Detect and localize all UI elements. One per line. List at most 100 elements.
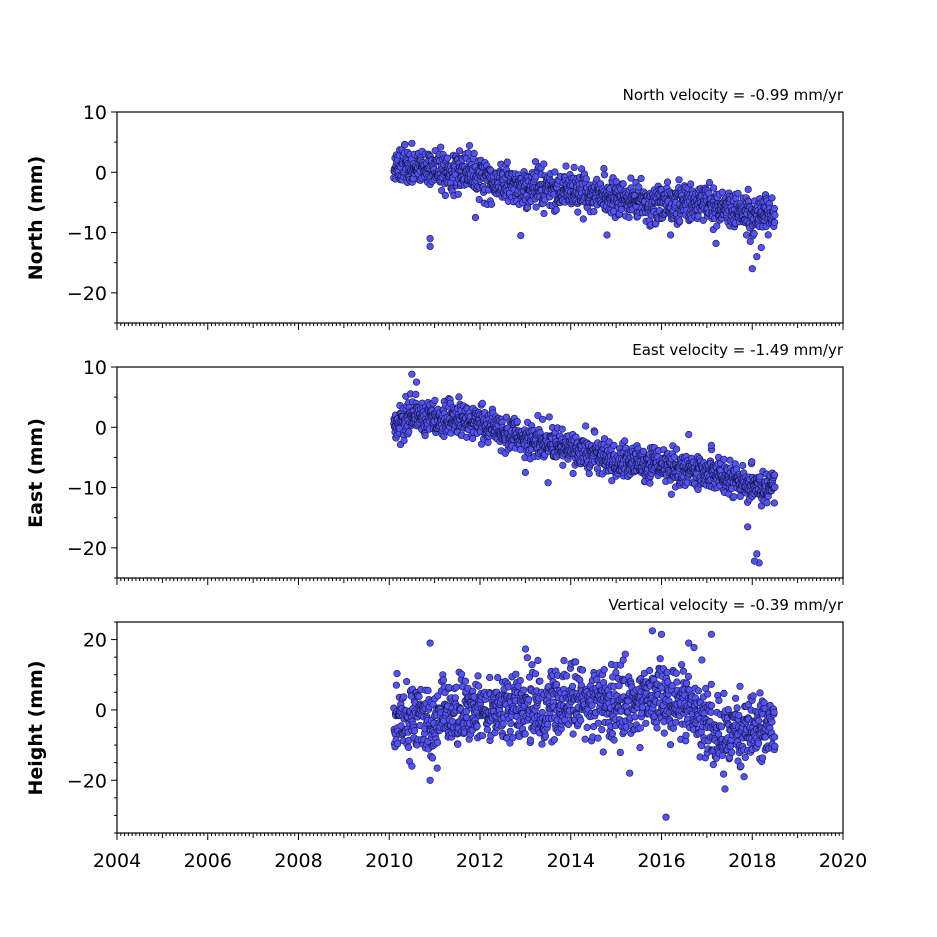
data-point <box>682 731 690 739</box>
y-tick-label: 20 <box>83 630 107 652</box>
outlier-point <box>753 253 761 261</box>
data-point <box>572 433 580 441</box>
data-point <box>707 701 716 710</box>
outlier-point <box>408 370 416 378</box>
data-point <box>670 453 678 461</box>
data-point <box>443 154 452 162</box>
outlier-point <box>408 762 416 770</box>
data-point <box>600 666 608 674</box>
data-point <box>590 208 598 216</box>
data-point <box>621 437 629 445</box>
data-point <box>470 149 478 157</box>
data-point <box>478 732 487 740</box>
data-point <box>503 158 511 166</box>
data-point <box>545 413 553 421</box>
x-tick-label: 2008 <box>274 850 322 872</box>
data-point <box>754 739 763 747</box>
y-tick-label: 10 <box>83 102 107 124</box>
data-point <box>405 428 413 436</box>
x-tick-label: 2016 <box>637 850 685 872</box>
data-point <box>404 743 413 752</box>
data-point <box>393 669 401 678</box>
height-y-axis-label: Height (mm) <box>25 660 47 795</box>
outlier-point <box>426 639 434 647</box>
data-point <box>550 736 558 744</box>
data-point <box>645 666 654 675</box>
data-point <box>412 390 420 399</box>
height-panel: Vertical velocity = -0.39 mm/yr Height (… <box>25 596 867 872</box>
data-point <box>541 732 550 740</box>
data-point <box>673 678 681 686</box>
data-point <box>438 187 446 195</box>
data-point <box>737 762 745 770</box>
vertical-velocity-annotation: Vertical velocity = -0.39 mm/yr <box>608 596 843 614</box>
outlier-point <box>685 430 693 439</box>
data-point <box>698 656 706 664</box>
data-point <box>551 168 559 176</box>
data-point <box>570 163 578 171</box>
outlier-point <box>666 231 675 239</box>
data-point <box>719 770 728 778</box>
data-point <box>694 212 702 220</box>
data-point <box>731 694 740 702</box>
data-point <box>439 676 448 684</box>
data-point <box>574 208 582 216</box>
y-tick-label: −10 <box>67 478 107 500</box>
north-velocity-annotation: North velocity = -0.99 mm/yr <box>623 86 844 104</box>
north-panel: North velocity = -0.99 mm/yr North (mm) … <box>25 86 844 330</box>
data-point <box>536 677 544 685</box>
y-tick-label: 10 <box>83 357 107 379</box>
north-y-axis-label: North (mm) <box>25 156 47 281</box>
data-point <box>713 222 721 230</box>
data-point <box>755 716 763 725</box>
data-point <box>569 730 577 738</box>
outlier-point <box>748 265 756 273</box>
data-point <box>403 677 411 686</box>
data-point <box>464 149 472 157</box>
data-point <box>521 730 529 738</box>
data-point <box>763 499 771 507</box>
y-tick-label: −10 <box>67 223 107 245</box>
data-point <box>540 160 548 168</box>
data-point <box>631 713 639 721</box>
data-point <box>599 748 607 756</box>
outlier-point <box>626 769 634 777</box>
data-point <box>768 718 776 726</box>
data-point <box>562 672 571 680</box>
data-point <box>627 174 635 182</box>
y-tick-label: −20 <box>67 538 107 560</box>
data-point <box>610 441 618 450</box>
data-point <box>452 683 460 691</box>
data-point <box>699 216 707 224</box>
data-point <box>465 142 474 150</box>
outlier-point <box>657 630 666 638</box>
data-point <box>770 708 778 717</box>
data-point <box>424 686 432 695</box>
data-point <box>486 673 494 682</box>
data-point <box>694 687 703 695</box>
outlier-point <box>744 523 752 531</box>
data-point <box>392 681 401 689</box>
data-point <box>653 724 661 732</box>
outlier-point <box>662 813 670 821</box>
data-point <box>717 723 726 731</box>
data-point <box>532 203 540 211</box>
data-point <box>534 656 542 665</box>
data-point <box>461 677 470 685</box>
data-point <box>733 704 741 712</box>
data-point <box>499 720 507 728</box>
data-point <box>625 213 633 222</box>
data-point <box>421 432 429 440</box>
data-point <box>677 661 686 669</box>
data-point <box>610 736 618 744</box>
data-point <box>635 183 643 191</box>
data-point <box>513 418 521 426</box>
data-point <box>730 493 738 501</box>
outlier-point <box>721 785 729 793</box>
data-point <box>612 668 620 677</box>
data-point <box>484 439 492 447</box>
data-point <box>454 190 462 198</box>
data-point <box>579 215 587 223</box>
y-tick-label: −20 <box>67 770 107 792</box>
